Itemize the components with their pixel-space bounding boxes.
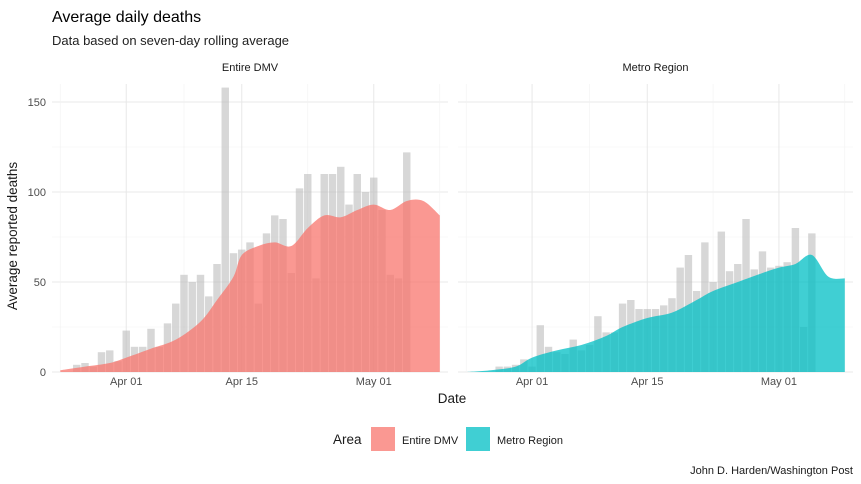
x-tick-label: May 01 <box>356 376 392 388</box>
panel-strip-label: Entire DMV <box>222 62 279 74</box>
daily-bar <box>495 366 503 372</box>
chart-title: Average daily deaths <box>52 9 201 26</box>
x-tick-label: May 01 <box>761 376 797 388</box>
chart-subtitle: Data based on seven-day rolling average <box>52 33 289 48</box>
panel-0: Entire DMV Apr 01 Apr 15 May 01 0 50 100 150 <box>28 62 448 388</box>
legend-swatch <box>371 427 395 451</box>
y-tick-label: 0 <box>40 367 46 379</box>
x-axis-title: Date <box>438 391 467 406</box>
legend-title: Area <box>333 432 362 447</box>
daily-bar <box>122 330 130 372</box>
daily-bar <box>180 274 188 372</box>
panel-strip-label: Metro Region <box>622 62 688 74</box>
legend-label: Entire DMV <box>402 435 459 447</box>
chart-caption: John D. Harden/Washington Post <box>690 465 853 477</box>
daily-bar <box>188 282 196 372</box>
daily-bar <box>172 303 180 372</box>
y-tick-label: 100 <box>28 187 46 199</box>
rolling-average-area <box>60 199 440 372</box>
panels: Entire DMV Apr 01 Apr 15 May 01 0 50 100 150 Met… <box>28 62 853 388</box>
legend: Area Entire DMV Metro Region <box>333 427 563 451</box>
daily-bar <box>97 352 106 372</box>
daily-bar <box>106 350 114 372</box>
rolling-average-area <box>466 254 845 372</box>
x-tick-label: Apr 15 <box>226 376 258 388</box>
daily-bar <box>221 87 229 372</box>
legend-items: Entire DMV Metro Region <box>371 427 563 451</box>
x-tick-label: Apr 01 <box>516 376 548 388</box>
legend-label: Metro Region <box>497 435 563 447</box>
y-axis-title: Average reported deaths <box>5 162 20 311</box>
y-tick-label: 50 <box>34 277 46 289</box>
panel-1: Metro Region Apr 01 Apr 15 May 01 <box>458 62 853 388</box>
y-tick-label: 150 <box>28 97 46 109</box>
legend-swatch <box>466 427 490 451</box>
daily-bar <box>536 325 544 372</box>
x-tick-label: Apr 15 <box>631 376 663 388</box>
x-tick-label: Apr 01 <box>110 376 142 388</box>
